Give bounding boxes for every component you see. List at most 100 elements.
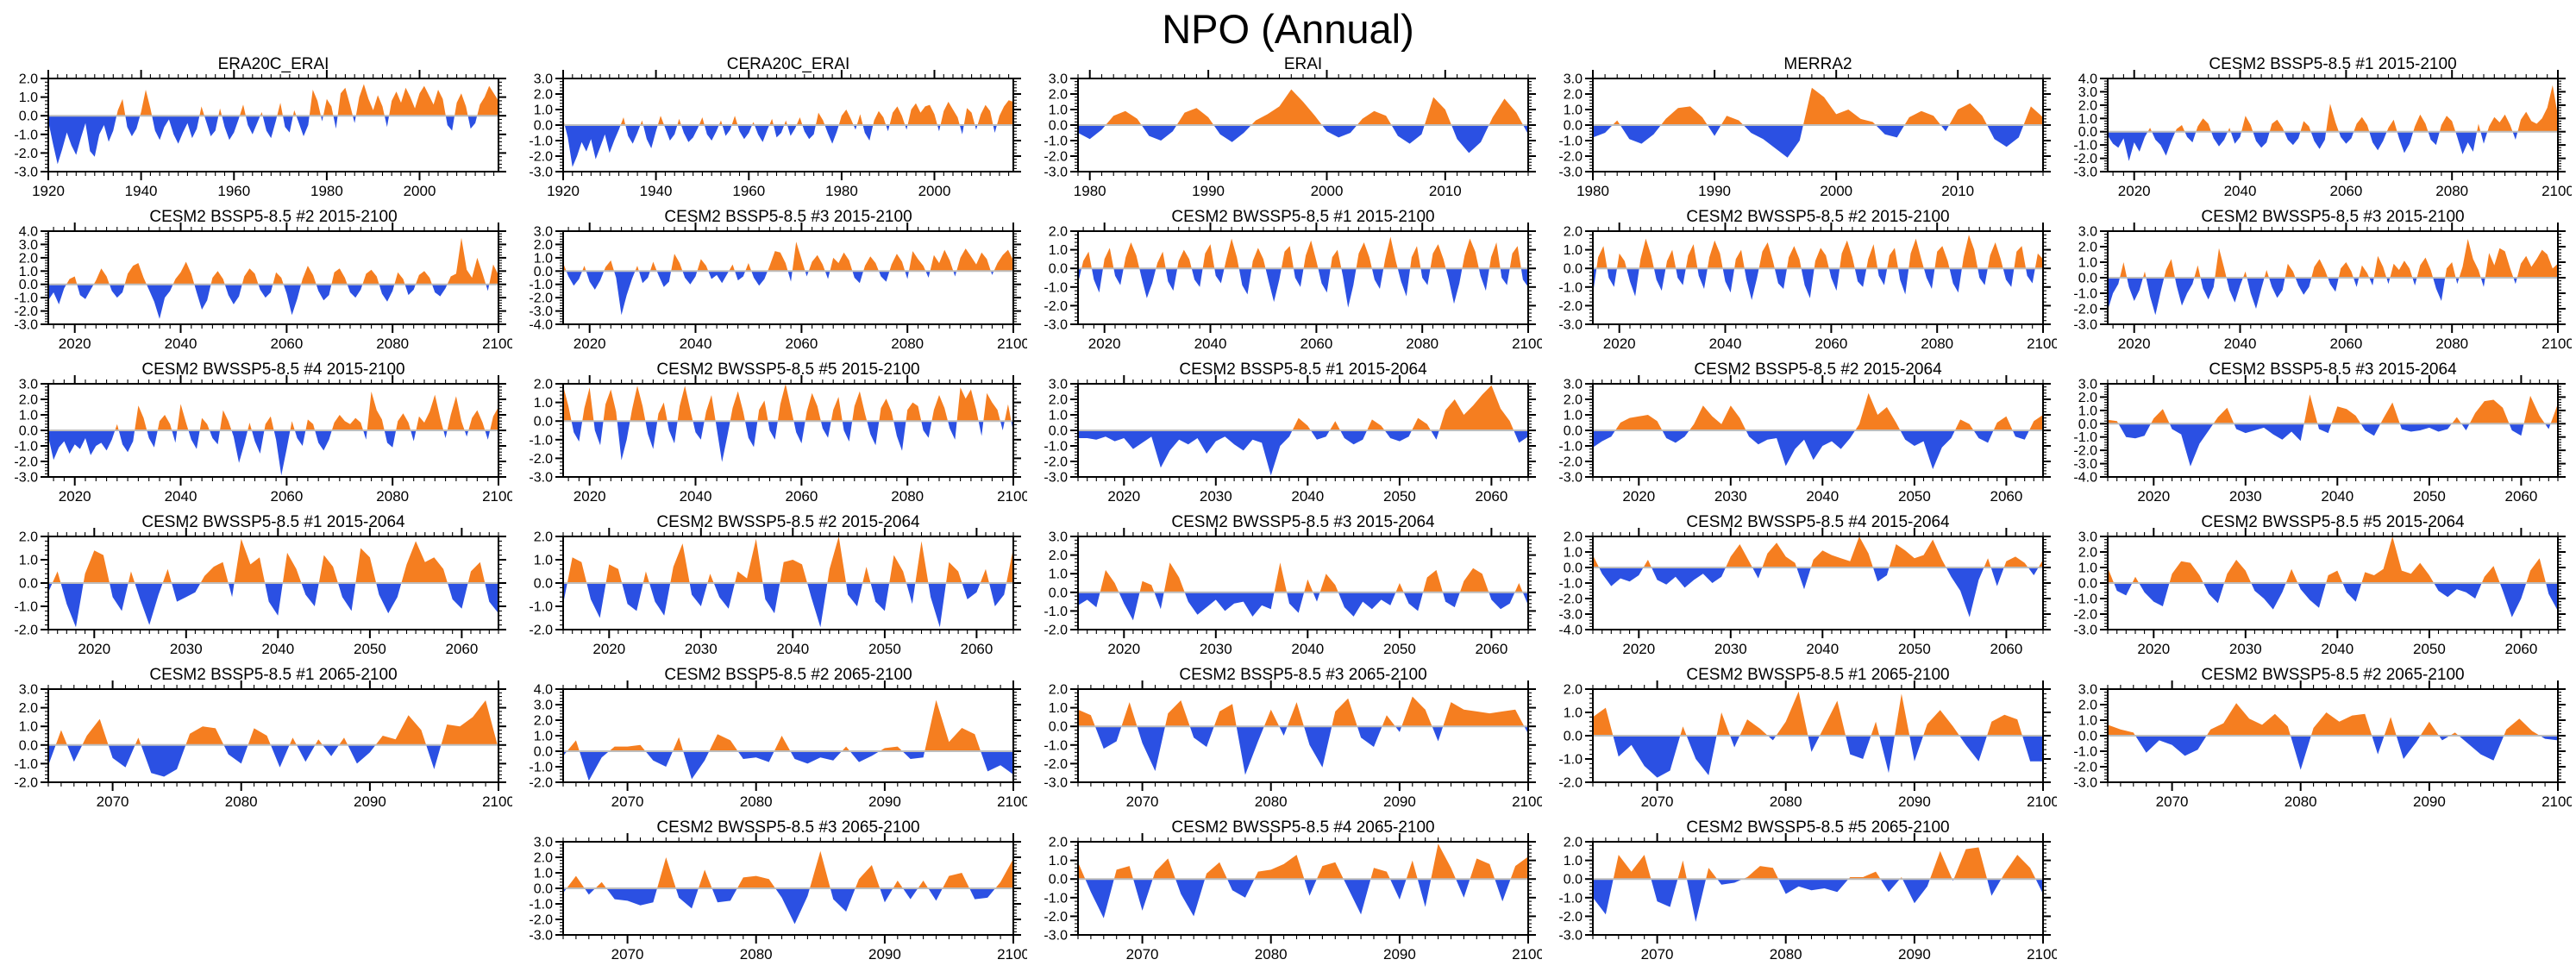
- x-tick-label: 2100: [2542, 335, 2572, 352]
- y-tick-label: -3.0: [1558, 929, 1583, 944]
- x-tick-label: 2050: [1898, 488, 1931, 505]
- y-tick-label: 0.0: [2078, 125, 2097, 140]
- plot-frame: [562, 230, 1014, 325]
- positive-anomaly-area: [1593, 87, 2043, 125]
- y-tick-label: 0.0: [1564, 119, 1583, 134]
- y-tick-label: -1.0: [1044, 440, 1068, 455]
- panel-title: CESM2 BSSP5-8.5 #2 2015-2064: [1694, 361, 1942, 379]
- negative-anomaly-area: [1078, 430, 1528, 476]
- y-tick-label: 1.0: [534, 554, 553, 568]
- negative-anomaly-area: [563, 125, 1013, 167]
- x-axis-labels: 1920 1940 1960 1980 2000: [547, 183, 950, 199]
- x-tick-label: 2080: [1770, 946, 1802, 963]
- positive-anomaly-area: [2108, 394, 2558, 424]
- y-tick-label: -3.0: [14, 471, 38, 486]
- positive-anomaly-area: [1078, 843, 1528, 880]
- panel-chart: CESM2 BSSP5-8.5 #3 2065-2100 -3.0 -2.0 -1.…: [1044, 666, 1544, 810]
- y-tick-label: -2.0: [529, 776, 553, 791]
- positive-anomaly-area: [48, 237, 498, 285]
- x-axis-labels: 2070 2080 2090 2100: [97, 793, 515, 810]
- y-tick-label: -3.0: [14, 166, 38, 180]
- y-tick-label: 2.0: [2078, 699, 2097, 713]
- y-tick-label: -1.0: [1044, 738, 1068, 753]
- y-tick-label: 3.0: [2078, 530, 2097, 545]
- y-tick-label: -1.0: [529, 898, 553, 912]
- chart-panel: CESM2 BWSSP5-8.5 #1 2015-2100 -3.0 -2.0 -1…: [1030, 206, 1545, 359]
- y-tick-label: 3.0: [2078, 683, 2097, 698]
- x-tick-label: 2090: [868, 946, 901, 963]
- negative-anomaly-area: [563, 583, 1013, 628]
- y-tick-label: -3.0: [2073, 166, 2097, 180]
- y-tick-label: -4.0: [529, 318, 553, 333]
- y-tick-label: 2.0: [1564, 836, 1583, 850]
- y-tick-label: -1.0: [14, 128, 38, 142]
- y-tick-label: -2.0: [1558, 299, 1583, 314]
- y-tick-label: -1.0: [1558, 135, 1583, 149]
- y-tick-label: -2.0: [2073, 608, 2097, 623]
- x-tick-label: 2060: [270, 488, 303, 505]
- x-tick-label: 2040: [680, 335, 712, 352]
- y-tick-label: 1.0: [2078, 561, 2097, 576]
- x-tick-label: 2100: [1512, 946, 1542, 963]
- y-tick-label: -2.0: [2073, 303, 2097, 317]
- panel-chart: CESM2 BSSP5-8.5 #2 2015-2100 -3.0-2.0-1.…: [14, 208, 514, 352]
- y-tick-label: -2.0: [1558, 910, 1583, 925]
- y-tick-label: -2.0: [14, 147, 38, 161]
- x-axis-labels: 2070 2080 2090 2100: [611, 946, 1030, 963]
- x-tick-label: 2060: [785, 335, 818, 352]
- x-tick-label: 2080: [1255, 793, 1288, 810]
- chart-panel: ERA20C_ERAI -3.0 -2.0 -1.0 0.0 1.0 2.0 1920 19…: [0, 53, 515, 206]
- y-tick-label: -3.0: [1044, 776, 1068, 791]
- y-tick-label: 0.0: [534, 119, 553, 134]
- positive-anomaly-area: [1593, 392, 2043, 430]
- y-tick-label: 0.0: [1564, 424, 1583, 439]
- x-tick-label: 2050: [868, 641, 901, 657]
- axis-ticks: -3.0-2.0-1.00.01.02.03.0: [529, 70, 1021, 180]
- x-tick-label: 2040: [165, 335, 197, 352]
- y-tick-label: 0.0: [2078, 730, 2097, 744]
- x-tick-label: 2080: [1770, 793, 1802, 810]
- panel-title: CESM2 BSSP5-8.5 #3 2015-2064: [2209, 361, 2457, 379]
- panel-chart: CERA20C_ERAI -3.0-2.0-1.00.01.02.03.0 19…: [529, 55, 1021, 199]
- y-tick-label: -3.0: [1044, 929, 1068, 944]
- panel-title: CESM2 BWSSP5-8.5 #4 2015-2100: [141, 361, 404, 379]
- y-tick-label: 1.0: [2078, 256, 2097, 271]
- chart-panel: CESM2 BSSP5-8.5 #3 2015-2100 -4.0 -3.0 -2.…: [515, 206, 1030, 359]
- y-tick-label: -3.0: [529, 166, 553, 180]
- chart-panel: CESM2 BSSP5-8.5 #3 2065-2100 -3.0 -2.0 -1.…: [1030, 664, 1545, 817]
- y-tick-label: 2.0: [534, 238, 553, 253]
- chart-panel: CESM2 BWSSP5-8.5 #2 2015-2064 -2.0 -1.0 0.…: [515, 511, 1030, 664]
- x-axis-labels: 2070 2080 2090 2100: [1641, 946, 2059, 963]
- negative-anomaly-area: [2108, 583, 2558, 618]
- y-tick-label: -1.0: [529, 433, 553, 448]
- x-tick-label: 2020: [1622, 488, 1655, 505]
- y-tick-label: 1.0: [19, 409, 38, 423]
- x-tick-label: 1980: [1074, 183, 1106, 199]
- y-tick-label: -1.0: [1558, 753, 1583, 768]
- y-tick-label: 0.0: [534, 745, 553, 760]
- panel-chart: CESM2 BWSSP5-8.5 #3 2015-2064 -2.0 -1.0 0.…: [1044, 513, 1536, 657]
- y-tick-label: 0.0: [19, 424, 38, 439]
- y-tick-label: 2.0: [19, 701, 38, 716]
- y-tick-label: 2.0: [534, 714, 553, 729]
- negative-anomaly-area: [1593, 430, 2043, 469]
- y-tick-label: -2.0: [1044, 624, 1068, 638]
- y-tick-label: -3.0: [1558, 471, 1583, 486]
- y-tick-label: -3.0: [2073, 624, 2097, 638]
- y-tick-label: -3.0: [2073, 457, 2097, 472]
- y-tick-label: 1.0: [1049, 701, 1068, 716]
- x-tick-label: 2090: [1383, 946, 1416, 963]
- negative-anomaly-area: [48, 744, 498, 777]
- x-tick-label: 2060: [960, 641, 993, 657]
- x-tick-label: 2020: [78, 641, 110, 657]
- positive-anomaly-area: [1593, 235, 2043, 269]
- panel-chart: CESM2 BWSSP5-8.5 #1 2065-2100 -2.0 -1.0 0.…: [1558, 666, 2059, 810]
- panel-chart: CESM2 BSSP5-8.5 #3 2015-2064 -4.0-3.0-2.…: [2073, 361, 2566, 505]
- y-tick-label: -2.0: [14, 776, 38, 791]
- panel-chart: CESM2 BWSSP5-8.5 #2 2015-2064 -2.0 -1.0 0.…: [529, 513, 1021, 657]
- y-tick-label: -2.0: [529, 913, 553, 928]
- x-tick-label: 2090: [1898, 946, 1931, 963]
- y-tick-label: 3.0: [534, 699, 553, 713]
- x-tick-label: 2080: [225, 793, 258, 810]
- axis-ticks: -3.0-2.0-1.00.01.02.03.0: [1558, 375, 2051, 486]
